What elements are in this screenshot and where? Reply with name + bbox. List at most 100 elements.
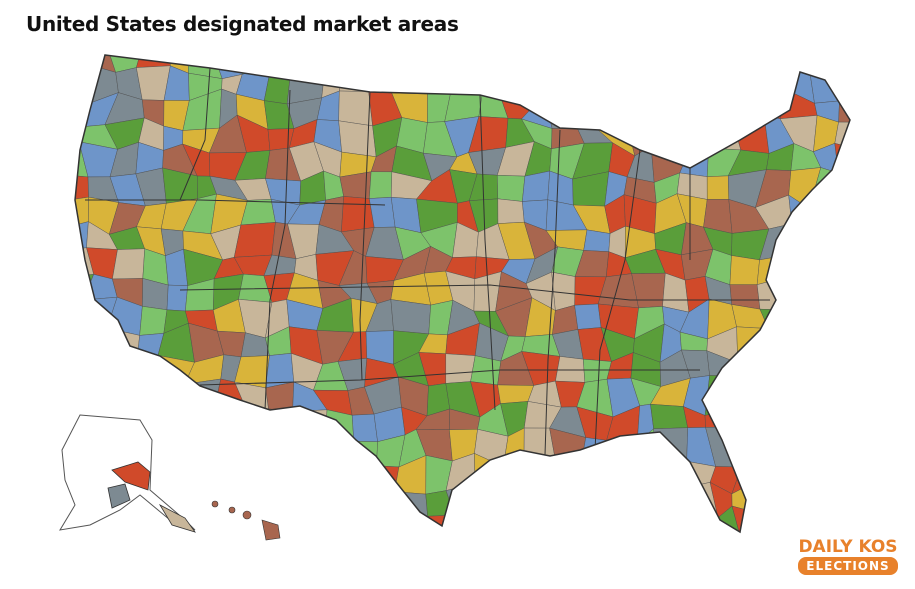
alaska-area — [111, 461, 151, 491]
market-area — [75, 384, 93, 414]
market-area — [476, 511, 509, 532]
market-area — [551, 271, 576, 311]
market-area — [860, 279, 890, 311]
market-area — [890, 457, 915, 485]
logo-badge — [798, 557, 898, 575]
market-area — [886, 39, 915, 71]
market-area — [599, 484, 629, 522]
market-area — [846, 55, 850, 74]
market-area — [394, 491, 428, 517]
market-area — [75, 117, 83, 153]
market-area — [865, 310, 891, 333]
market-area — [884, 310, 915, 331]
market-area — [368, 69, 393, 94]
market-area — [627, 512, 659, 532]
market-area — [548, 512, 584, 532]
market-area — [477, 63, 506, 95]
market-area — [338, 90, 373, 127]
market-area — [166, 284, 188, 312]
market-area — [706, 55, 734, 76]
market-area — [809, 208, 846, 234]
market-area — [731, 362, 770, 381]
market-area — [714, 536, 740, 568]
market-area — [474, 482, 504, 517]
market-area — [892, 406, 915, 441]
market-area — [75, 221, 89, 252]
market-area — [75, 55, 94, 67]
market-area — [806, 479, 837, 521]
market-area — [477, 55, 510, 71]
market-area — [506, 537, 526, 567]
market-area — [757, 466, 792, 486]
market-area — [292, 479, 323, 519]
market-area — [263, 66, 292, 105]
market-area — [780, 55, 809, 75]
market-area — [656, 93, 692, 125]
market-area — [81, 384, 110, 413]
market-area — [196, 453, 215, 494]
market-area — [603, 65, 637, 98]
logo-line1: DAILY KOS — [798, 537, 897, 557]
market-area — [731, 375, 770, 416]
market-area — [337, 441, 378, 468]
market-area — [866, 457, 897, 492]
market-area — [585, 65, 605, 100]
market-area — [897, 99, 915, 128]
market-area — [836, 170, 850, 209]
market-area — [556, 463, 582, 494]
market-area — [731, 505, 768, 532]
market-area — [790, 274, 819, 311]
market-area — [390, 299, 431, 335]
market-area — [833, 482, 850, 511]
market-area — [898, 68, 915, 100]
market-area — [324, 55, 353, 72]
market-area — [739, 426, 761, 468]
market-area — [780, 460, 811, 486]
market-area — [182, 531, 224, 532]
market-area — [844, 429, 850, 467]
market-area — [244, 436, 274, 464]
market-area — [289, 436, 326, 468]
market-area — [867, 122, 898, 157]
market-area — [889, 248, 915, 283]
market-area — [582, 55, 604, 75]
market-area — [214, 479, 240, 513]
market-area — [756, 324, 787, 366]
market-area — [732, 408, 761, 430]
market-area — [837, 227, 850, 257]
market-area — [337, 465, 377, 492]
market-area — [887, 354, 914, 387]
market-area — [654, 458, 687, 495]
market-area — [338, 120, 377, 157]
market-area — [814, 349, 841, 381]
market-area — [75, 97, 89, 128]
market-area — [368, 55, 396, 74]
market-area — [213, 454, 245, 485]
market-area — [652, 489, 690, 520]
market-area — [599, 511, 632, 532]
market-areas — [75, 39, 915, 568]
market-area — [238, 479, 276, 512]
market-area — [208, 400, 250, 443]
market-area — [677, 55, 709, 76]
market-area — [809, 440, 846, 462]
market-area — [757, 429, 788, 467]
market-area — [498, 63, 537, 105]
market-area — [316, 458, 353, 493]
market-area — [369, 508, 403, 532]
market-area — [786, 408, 817, 442]
logo-line2: ELECTIONS — [806, 559, 889, 573]
market-area — [839, 66, 850, 102]
market-area — [520, 481, 561, 514]
market-area — [679, 147, 709, 177]
market-area — [840, 379, 850, 418]
market-area — [573, 540, 613, 567]
market-area — [210, 531, 249, 532]
market-area — [161, 460, 197, 495]
market-area — [577, 97, 605, 131]
market-area — [864, 354, 898, 388]
logo: DAILY KOS ELECTIONS — [798, 537, 898, 575]
market-area — [833, 278, 850, 311]
market-area — [887, 233, 915, 254]
market-area — [650, 404, 688, 429]
